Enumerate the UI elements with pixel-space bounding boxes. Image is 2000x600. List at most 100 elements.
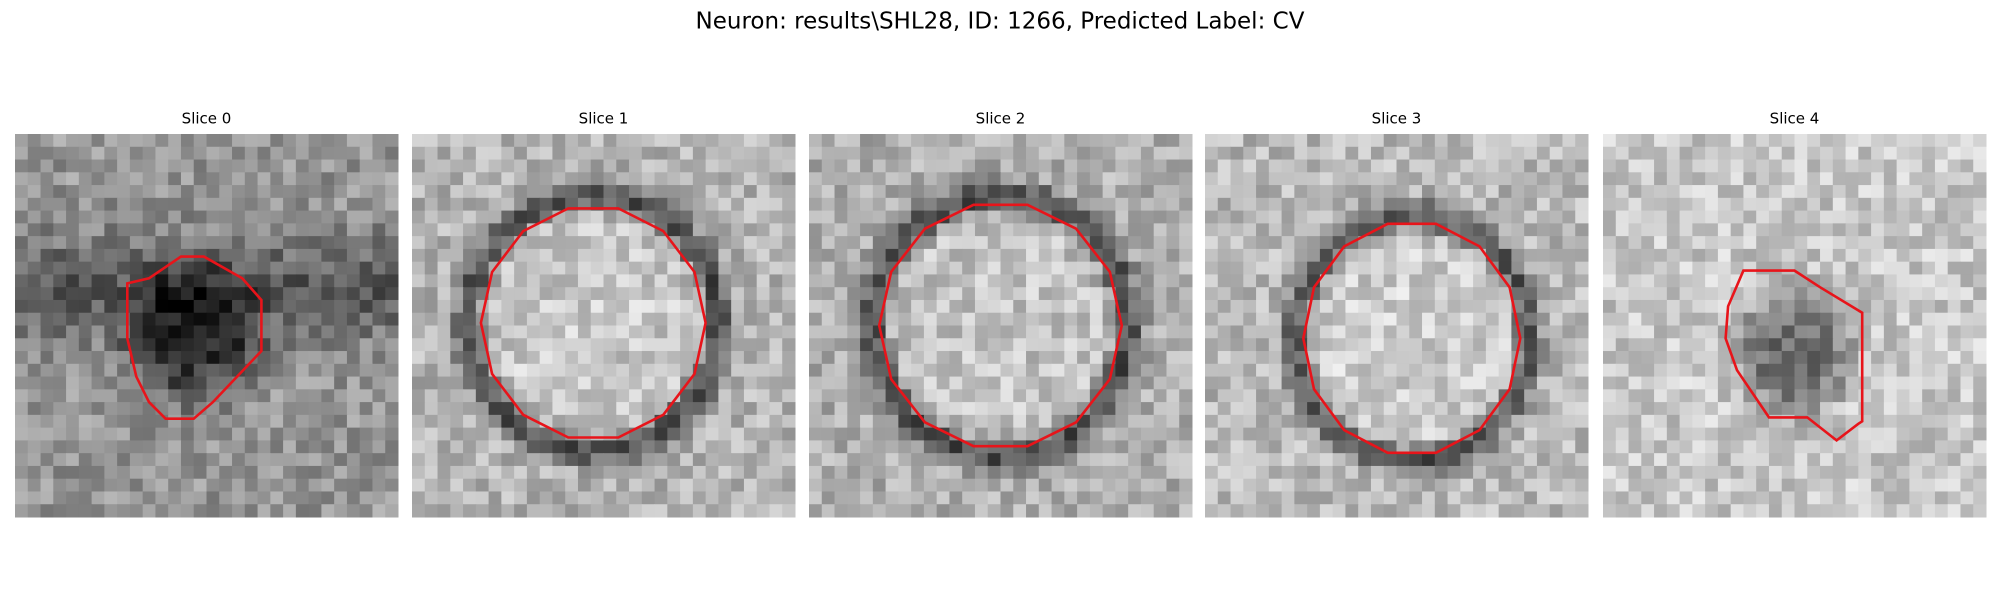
pixel	[885, 453, 899, 467]
pixel	[1140, 363, 1155, 378]
pixel	[1153, 197, 1167, 212]
pixel	[1603, 389, 1617, 403]
pixel	[463, 248, 477, 263]
pixel	[834, 351, 848, 365]
pixel	[180, 325, 195, 339]
pixel	[1051, 427, 1065, 441]
pixel	[372, 351, 386, 365]
pixel	[1562, 134, 1576, 148]
pixel	[1268, 248, 1283, 263]
pixel	[1562, 197, 1576, 212]
pixel	[1422, 248, 1436, 263]
pixel	[911, 287, 925, 301]
pixel	[1498, 172, 1512, 186]
pixel	[769, 299, 783, 314]
pixel	[1294, 146, 1308, 161]
pixel	[91, 478, 105, 492]
image-panel	[412, 134, 796, 518]
pixel	[1409, 338, 1423, 352]
pixel	[1026, 223, 1040, 237]
pixel	[539, 427, 553, 441]
pixel	[1140, 351, 1155, 365]
pixel	[1562, 465, 1576, 480]
pixel	[1256, 210, 1270, 224]
pixel	[1051, 223, 1065, 237]
pixel	[1498, 299, 1512, 314]
pixel	[257, 248, 271, 263]
pixel	[1013, 312, 1027, 326]
pixel	[552, 504, 566, 518]
pixel	[1845, 376, 1859, 390]
pixel	[1615, 197, 1630, 212]
pixel	[1679, 389, 1693, 403]
pixel	[629, 236, 643, 250]
pixel	[629, 248, 643, 263]
pixel	[1140, 236, 1155, 250]
pixel	[872, 363, 887, 378]
pixel	[847, 325, 861, 339]
pixel	[1498, 185, 1512, 199]
pixel	[1562, 274, 1576, 288]
pixel	[1845, 197, 1859, 212]
pixel	[1064, 159, 1078, 173]
pixel	[1794, 427, 1808, 441]
pixel	[1102, 197, 1116, 212]
pixel	[1896, 134, 1910, 148]
pixel	[1281, 299, 1295, 314]
pixel	[412, 376, 426, 390]
pixel	[1575, 312, 1589, 326]
pixel	[308, 287, 322, 301]
pixel	[1628, 210, 1642, 224]
pixel	[40, 338, 54, 352]
pixel	[168, 427, 182, 441]
pixel	[718, 414, 732, 429]
pixel	[1858, 287, 1872, 301]
pixel	[1422, 299, 1436, 314]
pixel	[641, 351, 656, 365]
pixel	[1243, 414, 1257, 429]
pixel	[91, 261, 105, 275]
pixel	[1102, 491, 1116, 505]
pixel	[1434, 351, 1449, 365]
pixel	[1562, 172, 1576, 186]
pixel	[424, 210, 439, 224]
pixel	[641, 491, 656, 505]
pixel	[1179, 402, 1193, 416]
pixel	[1077, 440, 1091, 454]
pixel	[1536, 504, 1551, 518]
pixel	[1460, 440, 1474, 454]
pixel	[1549, 210, 1563, 224]
pixel	[437, 338, 451, 352]
pixel	[1909, 274, 1923, 288]
pixel	[385, 146, 399, 161]
pixel	[1756, 210, 1770, 224]
pixel	[66, 210, 80, 224]
pixel	[860, 134, 874, 148]
pixel	[987, 299, 1001, 314]
pixel	[603, 287, 617, 301]
pixel	[667, 287, 681, 301]
pixel	[1064, 351, 1078, 365]
pixel	[1128, 261, 1142, 275]
pixel	[1358, 504, 1372, 518]
pixel	[129, 325, 144, 339]
pixel	[359, 299, 373, 314]
pixel	[385, 325, 399, 339]
pixel	[590, 465, 604, 480]
pixel	[1947, 299, 1961, 314]
pixel	[1845, 325, 1859, 339]
pixel	[1575, 197, 1589, 212]
pixel	[295, 197, 310, 212]
pixel	[53, 210, 67, 224]
pixel	[1743, 338, 1757, 352]
pixel	[283, 351, 297, 365]
pixel	[168, 414, 182, 429]
pixel	[1871, 274, 1885, 288]
pixel	[603, 414, 617, 429]
pixel	[809, 134, 823, 148]
pixel	[1166, 261, 1180, 275]
pixel	[104, 363, 118, 378]
pixel	[321, 261, 335, 275]
pixel	[53, 440, 67, 454]
pixel	[565, 351, 579, 365]
